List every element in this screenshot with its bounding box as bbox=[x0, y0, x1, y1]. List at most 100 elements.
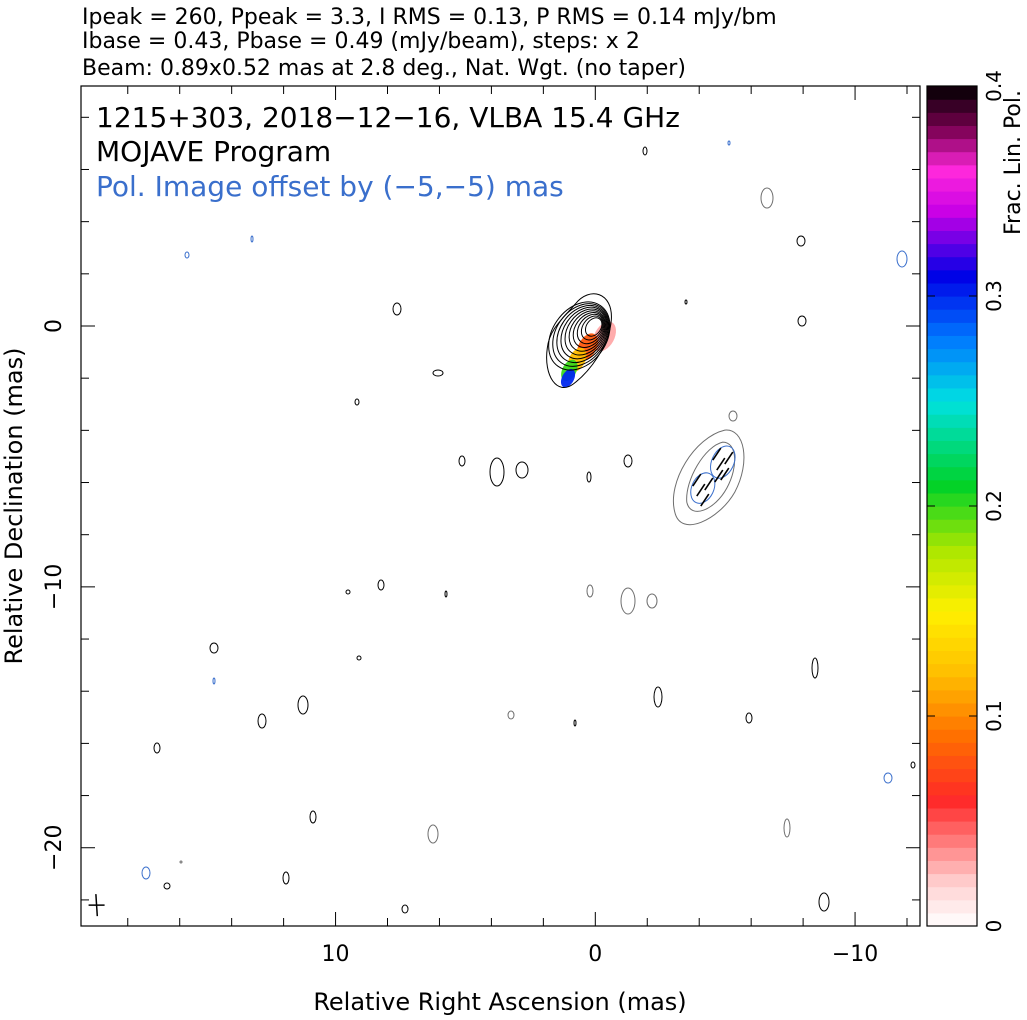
colorbar-tick-label: 0.2 bbox=[982, 490, 1006, 522]
y-tick-labels: 0 −10 −20 bbox=[42, 319, 67, 871]
colorbar-band bbox=[927, 821, 977, 835]
colorbar bbox=[927, 86, 977, 927]
y-tick-label: −20 bbox=[42, 825, 67, 871]
pol-offset-annotation: Pol. Image offset by (−5,−5) mas bbox=[96, 170, 564, 203]
stokes-i-contour bbox=[564, 308, 607, 356]
noise-contour bbox=[573, 719, 577, 727]
x-tick-label: 0 bbox=[588, 942, 602, 967]
colorbar-band bbox=[927, 637, 977, 651]
noise-contour bbox=[356, 655, 362, 661]
stokes-i-contours bbox=[546, 293, 612, 389]
colorbar-band bbox=[927, 558, 977, 573]
colorbar-band bbox=[927, 611, 977, 625]
noise-contour bbox=[507, 710, 515, 720]
colorbar-band bbox=[927, 99, 977, 113]
noise-contour bbox=[309, 810, 317, 824]
evpa-stick bbox=[714, 469, 724, 483]
colorbar-band bbox=[927, 716, 977, 730]
noise-contour bbox=[623, 454, 633, 468]
noise-contour bbox=[184, 251, 190, 259]
colorbar-band bbox=[927, 689, 977, 704]
colorbar-band bbox=[927, 624, 977, 638]
colorbar-band bbox=[927, 151, 977, 166]
offset-image-contours bbox=[672, 429, 745, 526]
colorbar-band bbox=[927, 427, 977, 441]
colorbar-band bbox=[927, 492, 977, 507]
noise-contour bbox=[760, 187, 774, 209]
colorbar-tick-label: 0.1 bbox=[982, 700, 1006, 732]
colorbar-band bbox=[927, 191, 977, 205]
source-annotation: 1215+303, 2018−12−16, VLBA 15.4 GHz bbox=[96, 101, 680, 134]
evpa-stick bbox=[716, 457, 726, 471]
colorbar-band bbox=[927, 584, 977, 599]
colorbar-band bbox=[927, 650, 977, 665]
noise-contour bbox=[209, 642, 219, 654]
noise-contour bbox=[458, 455, 466, 467]
colorbar-tick-label: 0.3 bbox=[982, 280, 1006, 312]
stokes-i-contour bbox=[584, 317, 603, 337]
noise-contour bbox=[684, 299, 688, 305]
noise-contour bbox=[642, 146, 648, 156]
y-tick-label: 0 bbox=[42, 319, 67, 333]
noise-contour bbox=[354, 398, 360, 406]
colorbar-band bbox=[927, 912, 977, 927]
noise-contour bbox=[818, 892, 830, 912]
colorbar-band bbox=[927, 322, 977, 336]
colorbar-band bbox=[927, 138, 977, 153]
polarization-contours bbox=[690, 445, 736, 504]
colorbar-ticks: 0 0.1 0.2 0.3 0.4 bbox=[927, 70, 1006, 932]
noise-contour bbox=[811, 657, 819, 679]
noise-contour bbox=[653, 686, 663, 708]
evpa-stick bbox=[720, 467, 730, 481]
colorbar-band bbox=[927, 479, 977, 494]
minor-ticks bbox=[81, 86, 920, 926]
noise-contour bbox=[586, 471, 592, 483]
colorbar-band bbox=[927, 269, 977, 284]
noise-contour bbox=[883, 772, 893, 784]
colorbar-band bbox=[927, 256, 977, 271]
colorbar-band bbox=[927, 243, 977, 258]
evpa-sticks bbox=[692, 447, 734, 507]
noise-contour bbox=[377, 579, 385, 591]
header-line-1: Ipeak = 260, Ppeak = 3.3, I RMS = 0.13, … bbox=[82, 5, 777, 30]
pol-contour bbox=[710, 445, 736, 479]
noise-contour bbox=[257, 713, 267, 729]
evpa-stick bbox=[700, 493, 710, 507]
offset-mid-contour bbox=[686, 441, 736, 512]
colorbar-label: Frac. Lin. Pol. bbox=[1001, 90, 1026, 235]
noise-contour bbox=[401, 904, 409, 914]
beam-marker bbox=[88, 894, 105, 917]
colorbar-tick-label: 0 bbox=[982, 920, 1006, 933]
noise-contour bbox=[896, 250, 908, 268]
colorbar-band bbox=[927, 374, 977, 389]
x-tick-label: 10 bbox=[322, 942, 350, 967]
colorbar-band bbox=[927, 335, 977, 350]
program-annotation: MOJAVE Program bbox=[96, 135, 331, 168]
evpa-stick bbox=[692, 473, 702, 487]
colorbar-band bbox=[927, 177, 977, 192]
colorbar-band bbox=[927, 663, 977, 678]
evpa-stick bbox=[696, 483, 706, 497]
noise-contours bbox=[141, 140, 916, 914]
colorbar-band bbox=[927, 532, 977, 546]
colorbar-band bbox=[927, 440, 977, 455]
colorbar-band bbox=[927, 361, 977, 376]
colorbar-band bbox=[927, 282, 977, 297]
colorbar-band bbox=[927, 348, 977, 363]
colorbar-band bbox=[927, 597, 977, 612]
noise-contour bbox=[586, 584, 594, 598]
stokes-i-contour bbox=[580, 315, 604, 341]
noise-contour bbox=[797, 315, 807, 327]
colorbar-band bbox=[927, 755, 977, 770]
colorbar-band bbox=[927, 519, 977, 533]
colorbar-band bbox=[927, 768, 977, 783]
colorbar-band bbox=[927, 217, 977, 231]
pol-contour bbox=[690, 472, 716, 504]
colorbar-band bbox=[927, 742, 977, 756]
noise-contour bbox=[796, 235, 806, 247]
colorbar-band bbox=[927, 794, 977, 809]
colorbar-band bbox=[927, 296, 977, 310]
colorbar-band bbox=[927, 414, 977, 428]
noise-contour bbox=[212, 677, 216, 685]
